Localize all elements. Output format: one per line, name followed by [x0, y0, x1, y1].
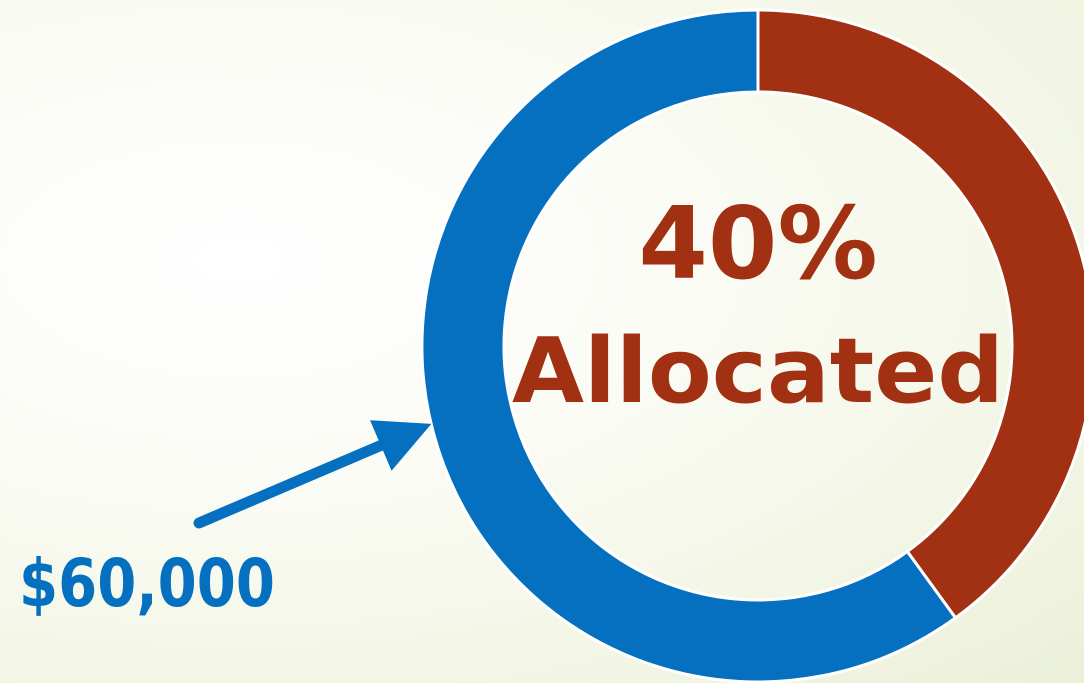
amount-annotation-label: $60,000 [19, 545, 275, 622]
center-allocated-label: Allocated [512, 319, 1004, 424]
donut-slice-allocated [756, 8, 1084, 620]
annotation-arrow [193, 420, 432, 529]
donut-slices [420, 8, 1084, 683]
donut-slice-remaining [420, 8, 957, 683]
center-percent-label: 40% [638, 185, 877, 302]
